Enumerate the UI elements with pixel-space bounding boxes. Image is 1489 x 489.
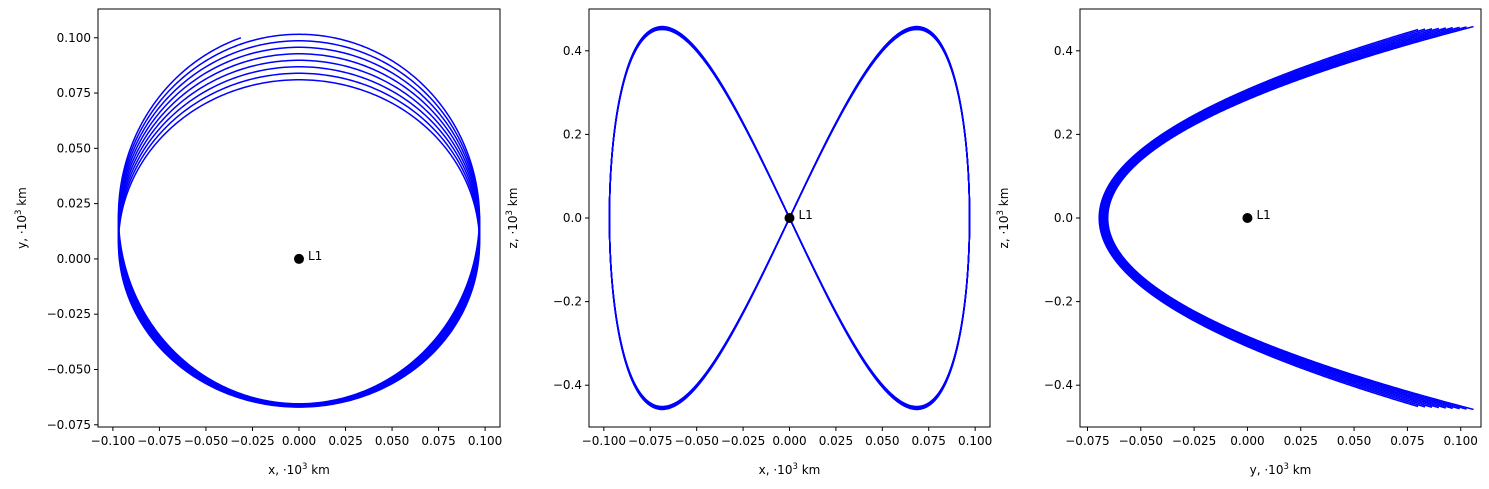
y-tick-label: 0.2 (563, 127, 582, 141)
trajectory-loop (1101, 27, 1440, 409)
x-axis-label: x, ·103 km (759, 462, 821, 477)
axes-frame (97, 8, 501, 428)
axes-frame (1079, 8, 1482, 428)
x-tick-label: −0.050 (1119, 434, 1163, 448)
y-tick-label: −0.2 (1044, 295, 1073, 309)
x-tick-label: 0.025 (1284, 434, 1318, 448)
x-tick-label: −0.075 (1065, 434, 1109, 448)
x-tick-label: −0.075 (628, 434, 672, 448)
x-tick-label: 0.025 (819, 434, 853, 448)
trajectory-loop (117, 37, 481, 405)
l1-point-marker (294, 253, 304, 264)
x-tick-label: 0.050 (1337, 434, 1371, 448)
y-tick-label: −0.075 (47, 418, 91, 432)
orbit-trajectory (117, 33, 481, 408)
x-tick-label: 0.050 (375, 434, 409, 448)
l1-point-label: L1 (799, 208, 813, 222)
y-tick-label: 0.075 (57, 86, 91, 100)
x-axis-label: y, ·103 km (1250, 462, 1312, 477)
y-axis-label: y, ·103 km (14, 187, 29, 249)
x-tick-label: 0.100 (1444, 434, 1478, 448)
l1-point-marker (784, 213, 795, 223)
x-tick-label: 0.075 (912, 434, 946, 448)
trajectory-loop (1100, 28, 1433, 408)
x-tick-label: 0.100 (958, 434, 992, 448)
l1-point-label: L1 (308, 249, 322, 263)
y-tick-label: −0.4 (1044, 378, 1073, 392)
y-tick-label: −0.4 (553, 378, 582, 392)
trajectory-loop (1106, 25, 1474, 411)
orbit-trajectory (608, 25, 971, 411)
trajectory-loop (608, 25, 971, 411)
y-tick-label: −0.025 (47, 307, 91, 321)
x-tick-label: −0.025 (721, 434, 765, 448)
y-tick-label: 0.000 (57, 252, 91, 266)
y-axis-label: z, ·103 km (996, 188, 1011, 249)
x-tick-label: −0.075 (137, 434, 181, 448)
x-tick-label: 0.050 (865, 434, 899, 448)
y-tick-label: 0.0 (563, 211, 582, 225)
trajectory-loop (1098, 28, 1419, 408)
trajectory-loop (1099, 28, 1426, 408)
x-tick-label: −0.025 (1172, 434, 1216, 448)
y-tick-label: 0.4 (563, 44, 582, 58)
y-tick-label: 0.0 (1054, 211, 1073, 225)
y-tick-label: 0.100 (57, 31, 91, 45)
x-tick-label: −0.050 (674, 434, 718, 448)
x-tick-label: 0.025 (328, 434, 362, 448)
y-tick-label: 0.025 (57, 197, 91, 211)
trajectory-loop (117, 33, 481, 405)
x-tick-label: 0.075 (1390, 434, 1424, 448)
x-tick-label: −0.100 (91, 434, 135, 448)
x-tick-label: 0.075 (421, 434, 455, 448)
x-tick-label: −0.025 (230, 434, 274, 448)
y-tick-label: 0.050 (57, 141, 91, 155)
x-tick-label: 0.000 (1230, 434, 1264, 448)
y-tick-label: −0.2 (553, 295, 582, 309)
trajectory-loop (1102, 27, 1447, 409)
chart-panel-2: −0.100 −0.075 −0.050 −0.025 0.000 0.025 0.050 0… (505, 8, 992, 477)
l1-point-label: L1 (1256, 208, 1270, 222)
x-tick-label: 0.000 (772, 434, 806, 448)
x-axis-label: x, ·103 km (268, 462, 330, 477)
trajectory-loop (1105, 26, 1467, 410)
l1-point-marker (1242, 213, 1253, 223)
y-axis-label: z, ·103 km (505, 188, 520, 249)
chart-panel-1: −0.100 −0.075 −0.050 −0.025 0.000 0.025 0.050 0… (14, 8, 502, 477)
x-tick-label: 0.000 (282, 434, 316, 448)
x-tick-label: −0.100 (582, 434, 626, 448)
x-tick-label: 0.100 (468, 434, 502, 448)
y-tick-label: 0.4 (1054, 44, 1073, 58)
y-tick-label: −0.050 (47, 362, 91, 376)
y-tick-label: 0.2 (1054, 127, 1073, 141)
chart-panel-3: −0.075 −0.050 −0.025 0.000 0.025 0.050 0.075 0.… (996, 8, 1482, 477)
x-tick-label: −0.050 (184, 434, 228, 448)
trajectory-loop (1104, 26, 1460, 410)
orbit-trajectory (1098, 25, 1474, 411)
trajectory-loop (1103, 26, 1453, 410)
